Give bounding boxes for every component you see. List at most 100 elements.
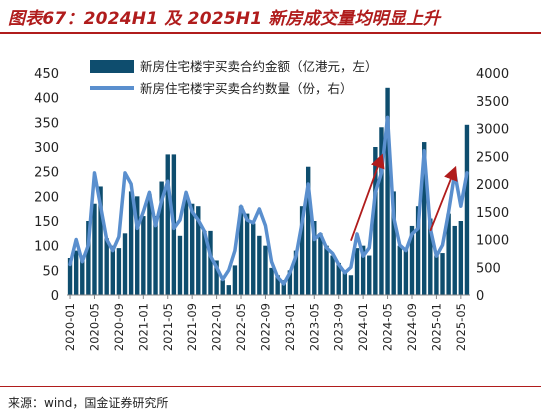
x-tick-label: 2022-09 [258,303,272,351]
bar [373,147,378,295]
bar [238,206,244,295]
bar [415,206,421,295]
bar [275,275,280,295]
legend-bar-label: 新房住宅楼宇买卖合约金额（亿港元，左） [140,59,378,74]
bar [452,225,457,295]
bar [348,275,354,295]
bar [208,230,213,295]
y-right-tick-label: 1000 [476,234,509,249]
bar [257,235,262,295]
bar [403,248,409,295]
x-tick-label: 2023-01 [283,303,297,351]
bar [293,250,299,295]
bar [202,230,207,295]
y-left-tick-label: 0 [51,289,59,304]
x-tick-label: 2025-05 [454,303,468,351]
y-right-tick-label: 500 [476,261,501,276]
chart-title: 图表67：2024H1 及 2025H1 新房成交量均明显上升 [8,9,441,29]
bar [336,262,341,295]
x-tick-label: 2025-01 [429,303,443,351]
x-tick-label: 2021-09 [185,303,199,351]
bar [391,191,396,295]
legend: 新房住宅楼宇买卖合约金额（亿港元，左） 新房住宅楼宇买卖合约数量（份，右） [90,59,378,96]
y-left-tick-label: 300 [34,141,59,156]
bar [330,255,335,295]
bar [385,87,390,295]
trend-arrow [429,165,458,232]
bar [263,245,268,295]
bar [189,203,195,295]
line-series [68,115,469,286]
bar [122,233,128,295]
axes: 0 50 100 150 200 250 300 350 400 450 0 500 1000 1500 2… [34,67,509,351]
y-right-tick-label: 4000 [476,67,509,82]
bar [464,124,470,295]
annotations [350,153,458,242]
bar [165,154,170,295]
y-left-tick-label: 250 [34,166,59,181]
bar [342,272,348,295]
y-right-tick-label: 2500 [476,150,509,165]
bar [446,213,451,295]
bar [269,267,274,295]
bar [379,127,384,296]
bar [159,181,164,295]
bar [141,216,146,295]
bar [287,270,293,295]
source-divider [0,386,541,387]
legend-bar-swatch [90,60,134,73]
x-tick-label: 2020-09 [112,303,126,351]
bar [318,233,323,295]
bar [281,280,286,295]
x-tick-label: 2024-01 [356,303,370,351]
bar [214,260,219,295]
x-tick-label: 2021-05 [161,303,175,351]
x-tick-label: 2020-01 [63,303,77,351]
y-left-tick-label: 450 [34,67,59,82]
bar [324,245,329,295]
bar [110,245,115,295]
bar [458,221,464,295]
y-right-tick-label: 3000 [476,123,509,138]
bar [440,253,445,295]
x-tick-label: 2024-09 [405,303,419,351]
bar [153,216,158,295]
bar [434,255,439,295]
y-left-tick-label: 50 [42,264,59,279]
bar [220,280,225,295]
bar [232,265,238,295]
bar [183,198,189,295]
y-left-tick-label: 100 [34,240,59,255]
trend-arrow [350,153,385,242]
bar [98,186,103,295]
y-left-tick-label: 150 [34,215,59,230]
x-tick-label: 2020-05 [87,303,101,351]
bar [428,218,433,295]
bar [92,203,97,295]
bar [104,238,109,295]
bar [135,196,140,295]
y-left-tick-label: 350 [34,116,59,131]
x-tick-label: 2021-01 [136,303,150,351]
bar [244,213,250,295]
x-tick-label: 2023-09 [332,303,346,351]
title-divider [0,32,541,34]
bar [397,245,402,295]
y-left-tick-label: 400 [34,92,59,107]
bar [422,142,427,295]
y-right-tick-label: 3500 [476,95,509,110]
bar [360,245,366,295]
x-tick-label: 2024-05 [381,303,395,351]
y-right-tick-label: 0 [476,289,484,304]
bar [251,223,256,295]
bar [147,193,152,295]
bar [312,221,317,295]
x-tick-label: 2023-05 [307,303,321,351]
bar [226,285,232,295]
bar [67,258,73,295]
bar [299,206,305,295]
y-right-tick-label: 2000 [476,178,509,193]
y-left-tick-label: 200 [34,190,59,205]
x-tick-label: 2022-01 [210,303,224,351]
